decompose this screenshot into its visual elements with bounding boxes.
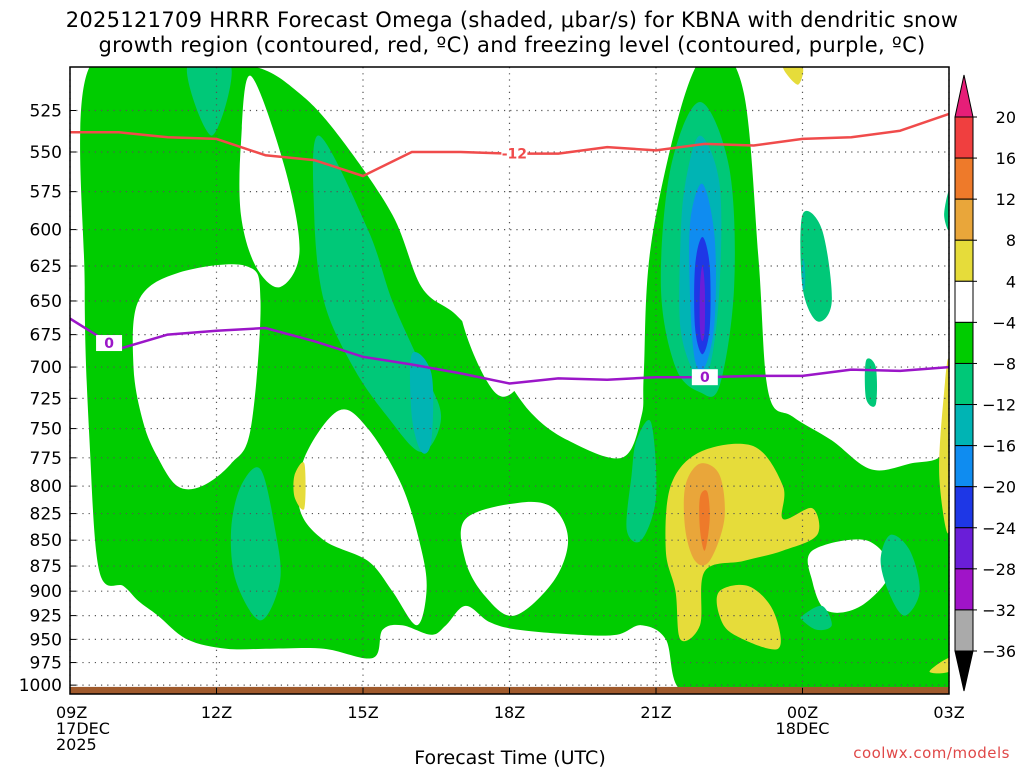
colorbar-label: 12: [996, 190, 1016, 209]
x-tick-label: 12Z: [201, 703, 232, 722]
omega-region-minus8-6: [864, 358, 877, 407]
contour-label-0-left: 0: [104, 336, 114, 352]
y-tick-label: 775: [30, 449, 62, 469]
y-tick-label: 625: [30, 257, 62, 277]
y-tick-label: 850: [30, 531, 62, 551]
y-tick-label: 975: [30, 654, 62, 674]
title-line-1: 2025121709 HRRR Forecast Omega (shaded, …: [65, 8, 959, 32]
x-tick-label: 00Z: [787, 703, 818, 722]
y-tick-label: 925: [30, 607, 62, 627]
y-tick-label: 800: [30, 477, 62, 497]
omega-region-neutral-5: [807, 539, 891, 613]
omega-region-4-3: [939, 358, 949, 534]
colorbar-label: 20: [996, 108, 1016, 127]
y-tick-label: 875: [30, 557, 62, 577]
y-tick-label: 1000: [19, 676, 62, 696]
colorbar-top-arrow: [954, 74, 974, 118]
colorbar-bottom-arrow: [954, 650, 974, 692]
y-tick-label: 700: [30, 358, 62, 378]
omega-region-neutral-1: [239, 75, 300, 288]
omega-region-neutral-0: [132, 264, 261, 490]
omega-region-4-5: [782, 67, 804, 85]
x-axis-label: Forecast Time (UTC): [414, 747, 605, 768]
chart-title: 2025121709 HRRR Forecast Omega (shaded, …: [0, 8, 1024, 58]
colorbar-band: [954, 568, 974, 611]
omega-region-4-1: [716, 584, 781, 650]
contour-label-0-right: 0: [700, 370, 710, 386]
omega-region-minus8-0: [186, 67, 232, 136]
colorbar-band: [954, 404, 974, 447]
colorbar-band: [954, 280, 974, 323]
omega-region-minus8-8: [944, 191, 949, 231]
y-tick-label: 650: [30, 292, 62, 312]
x-tick-label: 15Z: [347, 703, 378, 722]
x-tick-label: 18DEC: [776, 719, 830, 738]
y-tick-label: 725: [30, 389, 62, 409]
omega-region-minus8-1: [312, 135, 442, 452]
x-tick-label: 18Z: [494, 703, 525, 722]
x-tick-label: 03Z: [933, 703, 964, 722]
colorbar-label: 8: [1006, 231, 1016, 250]
contour-label-0-left-bg: [96, 335, 123, 352]
contour-line-0: [70, 317, 949, 385]
y-tick-label: 575: [30, 183, 62, 203]
colorbar-label: −36: [982, 642, 1016, 661]
colorbar-label: −8: [992, 354, 1016, 373]
y-tick-label: 825: [30, 505, 62, 525]
site-credit: coolwx.com/models: [853, 744, 1010, 762]
omega-region-4-4: [929, 658, 949, 674]
y-tick-label: 750: [30, 420, 62, 440]
y-tick-label: 675: [30, 326, 62, 346]
colorbar-band: [954, 239, 974, 282]
colorbar-band: [954, 445, 974, 488]
omega-region-neutral-4: [460, 501, 569, 616]
colorbar-label: 4: [1006, 272, 1016, 291]
colorbar-band: [954, 527, 974, 570]
omega-region-minus8-7: [880, 534, 920, 616]
x-tick-label: 17DEC: [56, 719, 110, 738]
colorbar-band: [954, 198, 974, 241]
omega-region-minus8-9: [800, 605, 832, 631]
contour-label-minus12-bg: [501, 145, 528, 162]
omega-region-12-0: [699, 490, 710, 551]
x-tick-label: 21Z: [640, 703, 671, 722]
colorbar-band: [954, 321, 974, 364]
contour-label-minus12: -12: [502, 147, 527, 163]
x-tick-label: 2025: [56, 735, 97, 754]
x-tick-label: 09Z: [56, 703, 87, 722]
colorbar-band: [954, 157, 974, 200]
y-tick-label: 900: [30, 582, 62, 602]
colorbar-band: [954, 486, 974, 529]
colorbar-label: −12: [982, 396, 1016, 415]
omega-region-minus12-1: [409, 352, 434, 454]
colorbar-label: −20: [982, 478, 1016, 497]
colorbar-label: −32: [982, 601, 1016, 620]
omega-region-neutral-3: [297, 409, 427, 626]
colorbar-label: −16: [982, 437, 1016, 456]
y-tick-label: 525: [30, 102, 62, 122]
colorbar-label: 16: [996, 149, 1016, 168]
title-line-2: growth region (contoured, red, ºC) and f…: [98, 33, 926, 57]
colorbar-label: −28: [982, 560, 1016, 579]
colorbar-band: [954, 116, 974, 159]
colorbar-band: [954, 362, 974, 406]
omega-region-minus24-0: [699, 266, 706, 342]
colorbar-band: [954, 609, 974, 652]
omega-region-minus8-5: [800, 210, 832, 322]
y-tick-label: 550: [30, 143, 62, 163]
contour-label-0-right-bg: [691, 369, 718, 386]
colorbar-label: −24: [982, 519, 1016, 538]
y-tick-label: 950: [30, 630, 62, 650]
y-tick-label: 600: [30, 221, 62, 241]
omega-region-minus8-4: [230, 467, 281, 621]
omega-region-minus8-3: [626, 419, 657, 543]
colorbar-label: −4: [992, 313, 1016, 332]
